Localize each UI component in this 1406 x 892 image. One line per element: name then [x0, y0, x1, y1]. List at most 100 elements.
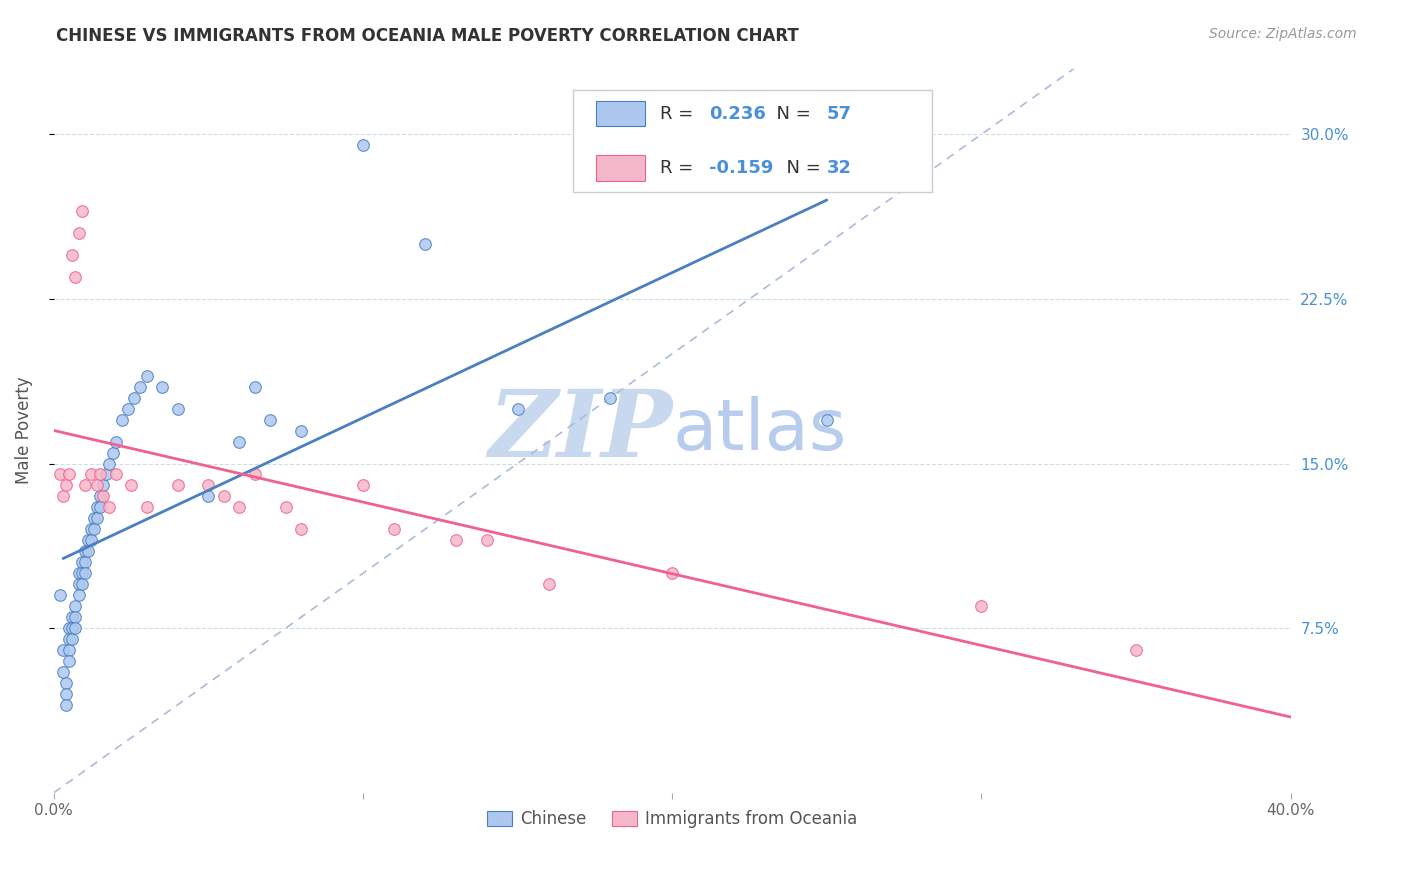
- Point: [197, 478, 219, 492]
- Point: [444, 533, 467, 548]
- Point: [352, 138, 374, 153]
- Point: [65, 610, 87, 624]
- Point: [290, 522, 312, 536]
- Point: [661, 566, 683, 581]
- Point: [49, 588, 72, 602]
- Point: [73, 555, 96, 569]
- Point: [70, 566, 93, 581]
- Point: [55, 478, 77, 492]
- Point: [55, 676, 77, 690]
- Point: [815, 412, 838, 426]
- Point: [80, 522, 103, 536]
- Point: [117, 401, 139, 416]
- Point: [60, 610, 83, 624]
- Point: [67, 588, 90, 602]
- Point: [537, 577, 560, 591]
- Point: [80, 533, 103, 548]
- Point: [73, 478, 96, 492]
- Legend: Chinese, Immigrants from Oceania: Chinese, Immigrants from Oceania: [481, 804, 865, 835]
- Point: [60, 632, 83, 646]
- Point: [166, 401, 188, 416]
- Point: [67, 226, 90, 240]
- Point: [970, 599, 993, 614]
- Point: [166, 478, 188, 492]
- Point: [413, 237, 436, 252]
- Text: 32: 32: [827, 159, 852, 178]
- Point: [70, 577, 93, 591]
- Point: [76, 544, 98, 558]
- Point: [101, 445, 124, 459]
- Point: [135, 368, 157, 383]
- Point: [89, 467, 111, 482]
- Text: -0.159: -0.159: [709, 159, 773, 178]
- Point: [135, 500, 157, 515]
- Text: R =: R =: [659, 159, 699, 178]
- Point: [243, 380, 266, 394]
- Point: [52, 665, 75, 679]
- Point: [86, 478, 108, 492]
- Point: [104, 434, 127, 449]
- Point: [599, 391, 621, 405]
- Point: [197, 490, 219, 504]
- Text: CHINESE VS IMMIGRANTS FROM OCEANIA MALE POVERTY CORRELATION CHART: CHINESE VS IMMIGRANTS FROM OCEANIA MALE …: [56, 27, 799, 45]
- Point: [98, 457, 121, 471]
- Point: [55, 687, 77, 701]
- Point: [76, 533, 98, 548]
- Point: [91, 478, 114, 492]
- Point: [86, 500, 108, 515]
- Point: [506, 401, 529, 416]
- Point: [259, 412, 281, 426]
- Point: [70, 555, 93, 569]
- Point: [65, 599, 87, 614]
- Point: [83, 522, 105, 536]
- Text: 0.236: 0.236: [709, 104, 766, 123]
- Point: [67, 577, 90, 591]
- Point: [120, 478, 142, 492]
- Point: [96, 467, 118, 482]
- Point: [58, 467, 80, 482]
- Point: [91, 490, 114, 504]
- Point: [86, 511, 108, 525]
- Point: [475, 533, 498, 548]
- Point: [70, 204, 93, 219]
- Point: [1125, 643, 1147, 657]
- Text: 57: 57: [827, 104, 852, 123]
- FancyBboxPatch shape: [596, 101, 645, 127]
- Point: [55, 698, 77, 712]
- Point: [83, 511, 105, 525]
- Point: [65, 621, 87, 635]
- Y-axis label: Male Poverty: Male Poverty: [15, 376, 32, 484]
- FancyBboxPatch shape: [596, 155, 645, 181]
- Text: N =: N =: [775, 159, 827, 178]
- Point: [60, 248, 83, 262]
- Point: [98, 500, 121, 515]
- Point: [73, 544, 96, 558]
- Point: [228, 500, 250, 515]
- Point: [58, 654, 80, 668]
- Point: [58, 621, 80, 635]
- Point: [122, 391, 145, 405]
- Point: [290, 424, 312, 438]
- Text: ZIP: ZIP: [488, 385, 672, 475]
- Point: [104, 467, 127, 482]
- Point: [58, 643, 80, 657]
- Point: [60, 621, 83, 635]
- Point: [58, 632, 80, 646]
- Point: [382, 522, 405, 536]
- Point: [89, 500, 111, 515]
- Point: [150, 380, 173, 394]
- Text: R =: R =: [659, 104, 699, 123]
- Text: atlas: atlas: [672, 396, 846, 465]
- Text: N =: N =: [765, 104, 817, 123]
- Point: [67, 566, 90, 581]
- Point: [352, 478, 374, 492]
- Point: [274, 500, 297, 515]
- Point: [89, 490, 111, 504]
- Point: [65, 270, 87, 285]
- Point: [80, 467, 103, 482]
- Text: Source: ZipAtlas.com: Source: ZipAtlas.com: [1209, 27, 1357, 41]
- Point: [228, 434, 250, 449]
- Point: [243, 467, 266, 482]
- Point: [52, 490, 75, 504]
- FancyBboxPatch shape: [574, 90, 932, 192]
